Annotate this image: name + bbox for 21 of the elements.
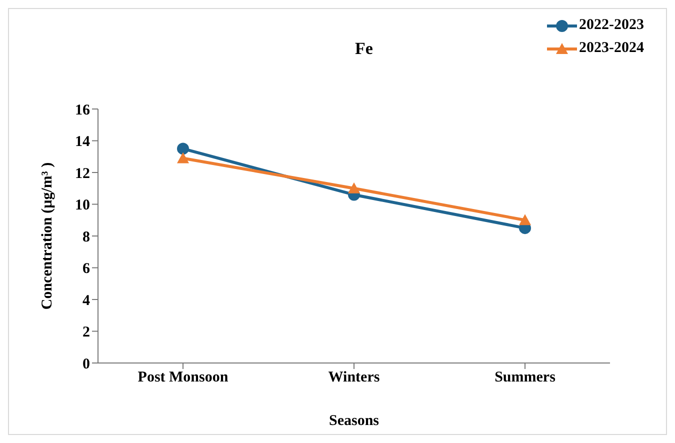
- y-tick-label: 8: [82, 229, 90, 246]
- point: [519, 214, 531, 226]
- y-tick-label: 14: [75, 134, 90, 150]
- legend-label: 2023-2024: [579, 40, 644, 57]
- y-tick-label: 10: [75, 198, 90, 214]
- x-tick-label: Summers: [494, 370, 556, 386]
- chart-title: Fe: [355, 39, 373, 58]
- y-axis-title: Concentration (µg/m³ ): [39, 162, 56, 310]
- y-tick-label: 12: [75, 166, 90, 182]
- y-tick-label: 0: [82, 356, 90, 372]
- point: [348, 182, 360, 194]
- x-tick-label: Post Monsoon: [138, 370, 229, 386]
- y-tick-label: 6: [82, 261, 90, 278]
- y-tick-label: 16: [75, 102, 90, 118]
- point: [177, 142, 189, 155]
- x-axis-title: Seasons: [328, 413, 380, 429]
- y-tick-label: 4: [82, 292, 90, 309]
- point: [177, 152, 189, 164]
- legend-label: 2022-2023: [579, 17, 644, 34]
- y-tick-label: 2: [82, 324, 90, 341]
- x-tick-label: Winters: [328, 370, 380, 386]
